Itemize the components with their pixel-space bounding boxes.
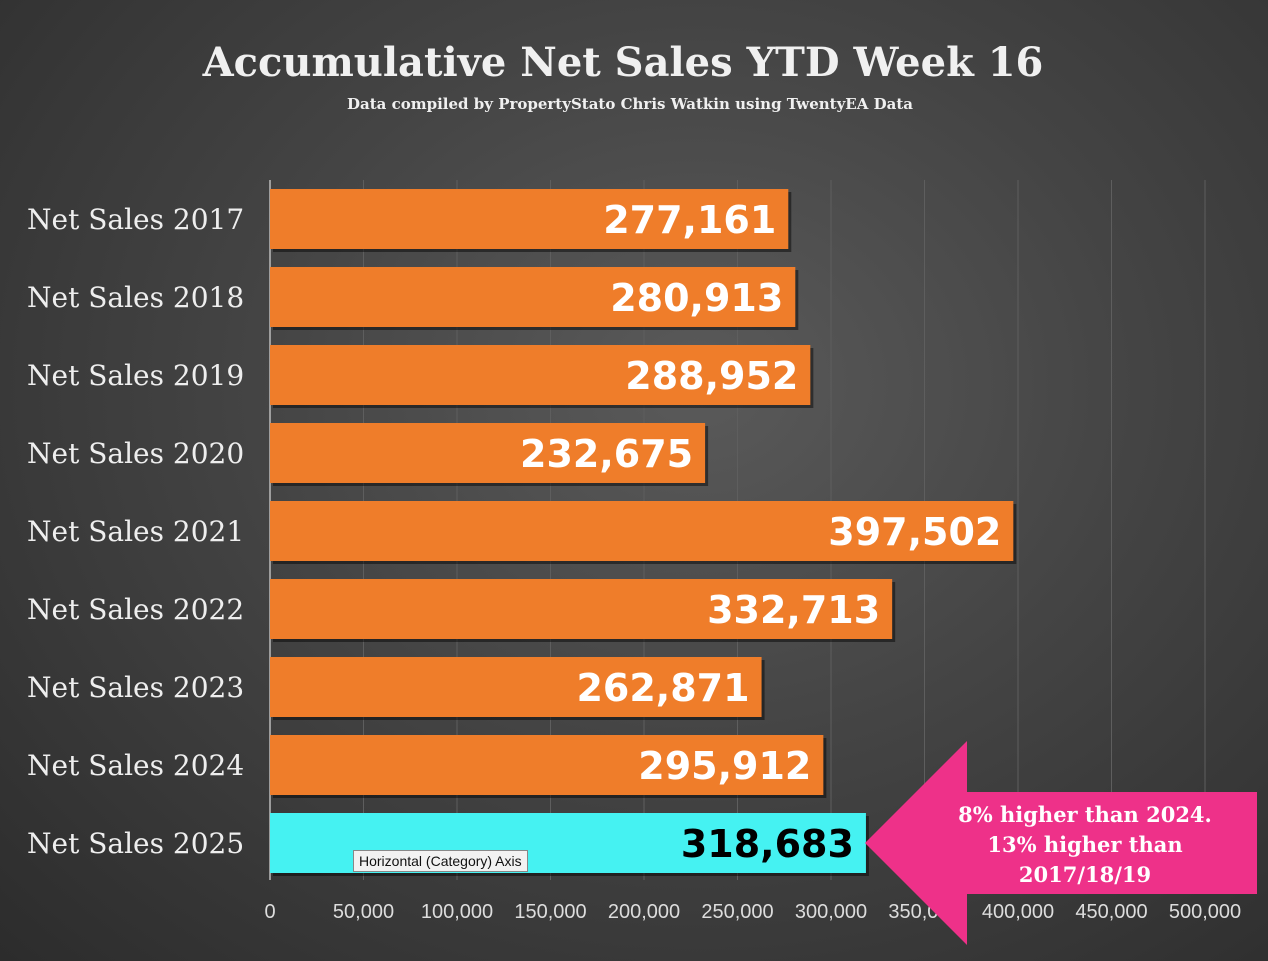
bar-value-label: 277,161 <box>603 198 776 242</box>
bar-value-label: 295,912 <box>638 744 811 788</box>
bar[interactable] <box>270 345 811 405</box>
x-tick-label: 300,000 <box>795 901 867 923</box>
x-tick-label: 0 <box>264 901 275 923</box>
bar[interactable] <box>270 735 824 795</box>
bar-value-label: 397,502 <box>828 510 1001 554</box>
x-tick-label: 450,000 <box>1075 901 1147 923</box>
category-label: Net Sales 2021 <box>27 515 244 548</box>
category-label: Net Sales 2025 <box>27 827 244 860</box>
x-tick-label: 50,000 <box>333 901 394 923</box>
bar[interactable] <box>270 423 706 483</box>
bar-value-label: 262,871 <box>576 666 749 710</box>
category-label: Net Sales 2018 <box>27 281 244 314</box>
x-tick-label: 100,000 <box>421 901 493 923</box>
bar-value-label: 318,683 <box>681 822 854 866</box>
category-label: Net Sales 2022 <box>27 593 244 626</box>
chart-subtitle: Data compiled by PropertyStato Chris Wat… <box>347 95 913 113</box>
bar-value-label: 332,713 <box>707 588 880 632</box>
callout-line-1: 8% higher than 2024. <box>958 802 1212 827</box>
bar[interactable] <box>270 501 1014 561</box>
x-tick-label: 400,000 <box>982 901 1054 923</box>
bar-value-label: 288,952 <box>625 354 798 398</box>
callout-line-2: 13% higher than <box>987 832 1182 857</box>
x-tick-label: 250,000 <box>701 901 773 923</box>
axis-tooltip: Horizontal (Category) Axis <box>353 850 528 872</box>
bar-value-label: 280,913 <box>610 276 783 320</box>
callout-arrow: 8% higher than 2024. 13% higher than 201… <box>865 741 1257 945</box>
x-tick-label: 200,000 <box>608 901 680 923</box>
bar[interactable] <box>270 579 893 639</box>
bar[interactable] <box>270 189 789 249</box>
bar[interactable] <box>270 267 796 327</box>
callout-line-3: 2017/18/19 <box>1019 862 1151 887</box>
category-label: Net Sales 2024 <box>27 749 244 782</box>
category-label: Net Sales 2020 <box>27 437 244 470</box>
x-tick-label: 150,000 <box>514 901 586 923</box>
bar[interactable] <box>270 657 762 717</box>
arrow-shape <box>865 741 1257 945</box>
category-label: Net Sales 2019 <box>27 359 244 392</box>
x-tick-label: 500,000 <box>1169 901 1241 923</box>
bar-value-label: 232,675 <box>520 432 693 476</box>
category-label: Net Sales 2017 <box>27 203 244 236</box>
chart-title: Accumulative Net Sales YTD Week 16 <box>202 39 1044 86</box>
category-label: Net Sales 2023 <box>27 671 244 704</box>
